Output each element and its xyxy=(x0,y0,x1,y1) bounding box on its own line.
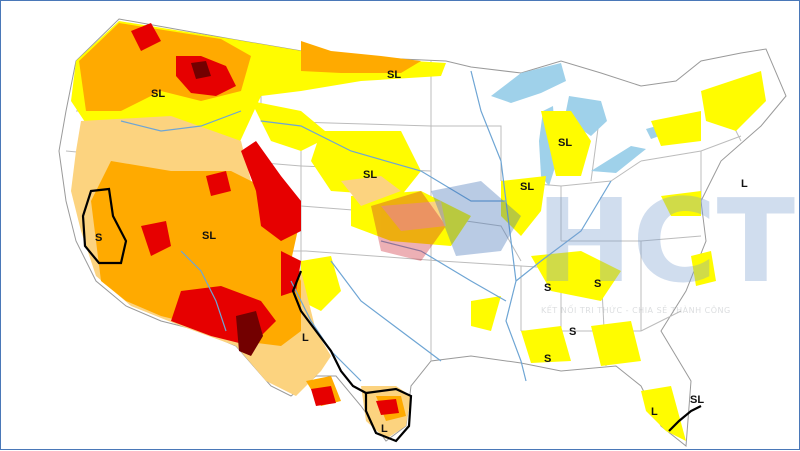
label-sl-illinois: SL xyxy=(520,181,534,193)
label-s-tennessee: S xyxy=(594,278,601,290)
watermark: HCT KẾT NỐI TRI THỨC - CHIA SẺ THÀNH CÔN… xyxy=(371,175,795,315)
label-s-alabama-north: S xyxy=(569,326,576,338)
label-s-alabama-south: S xyxy=(544,353,551,365)
label-s-mississippi: S xyxy=(544,282,551,294)
boundary-florida xyxy=(668,405,702,432)
watermark-logo-icon xyxy=(371,191,446,261)
label-sl-north-dakota: SL xyxy=(387,69,401,81)
drought-d4-exceptional xyxy=(191,61,263,356)
impact-labels: SL SL SL SL SL SL S L L S S S S L L SL xyxy=(95,69,748,435)
boundary-south-texas xyxy=(364,387,413,443)
label-l-south-texas: L xyxy=(381,423,388,435)
label-l-new-mexico: L xyxy=(302,332,309,344)
impact-boundaries xyxy=(81,187,702,443)
label-sl-nebraska: SL xyxy=(363,169,377,181)
label-s-california: S xyxy=(95,232,102,244)
label-l-florida: L xyxy=(651,406,658,418)
rivers xyxy=(120,70,612,382)
watermark-logo: HCT xyxy=(536,175,795,309)
boundary-california xyxy=(81,187,128,265)
label-sl-michigan: SL xyxy=(558,137,572,149)
watermark-tagline: KẾT NỐI TRI THỨC - CHIA SẺ THÀNH CÔNG xyxy=(541,303,731,315)
boundary-rio-grande xyxy=(291,270,367,394)
label-sl-great-basin: SL xyxy=(202,230,216,242)
label-sl-florida: SL xyxy=(690,394,704,406)
label-l-virginia: L xyxy=(741,178,748,190)
label-sl-north-rockies: SL xyxy=(151,88,165,100)
